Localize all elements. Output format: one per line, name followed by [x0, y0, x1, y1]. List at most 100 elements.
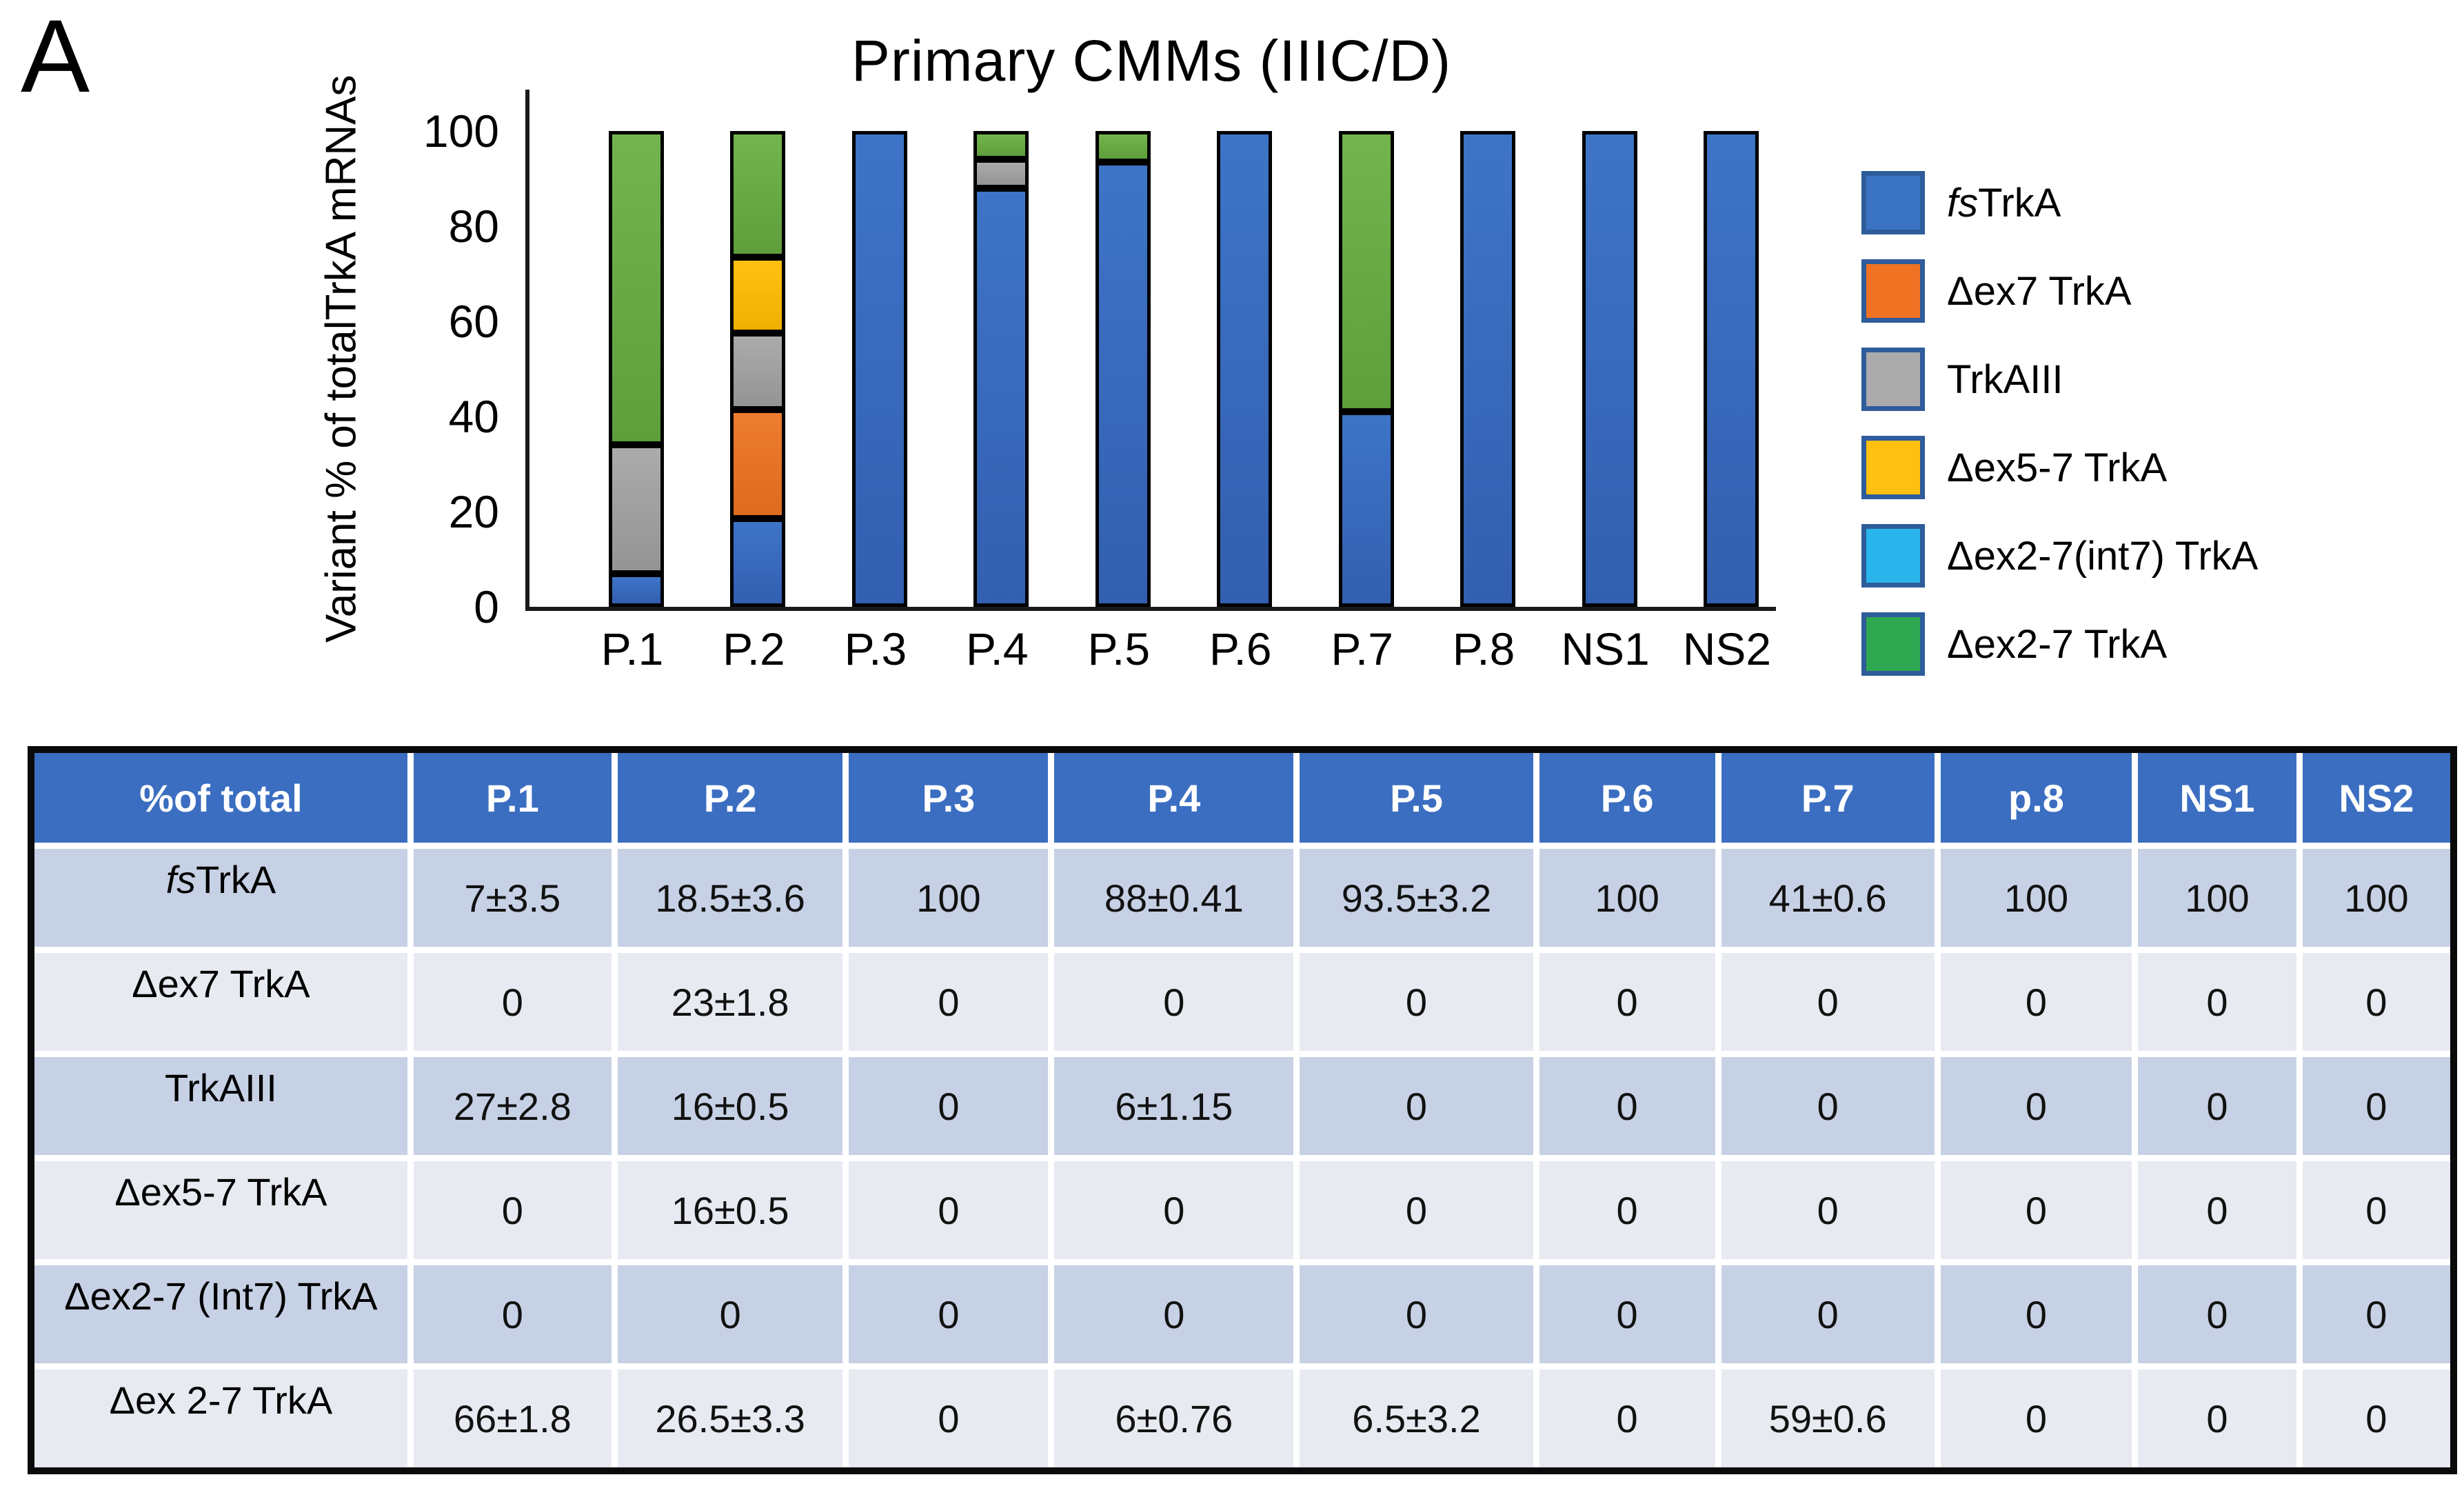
table-cell: 0 [1721, 953, 1935, 1051]
bar-segment-fsTrkA [730, 519, 786, 607]
table-cell: 6.5±3.2 [1300, 1369, 1533, 1467]
table-cell: 0 [413, 953, 612, 1051]
x-axis-labels: P.1 P.2 P.3 P.4 P.5 P.6 P.7 P.8 NS1 NS2 [600, 623, 1771, 675]
table-cell: 66±1.8 [413, 1369, 612, 1467]
bar-segment--ex2-7-TrkA [1338, 131, 1394, 412]
plot-area [525, 90, 1776, 611]
table-cell: 0 [2302, 1057, 2450, 1155]
x-tick-label: P.1 [600, 623, 664, 674]
table-cell: 100 [2138, 849, 2296, 947]
table-cell: 0 [1539, 953, 1715, 1051]
table-cell: 0 [2138, 1057, 2296, 1155]
table-cell: 16±0.5 [617, 1161, 843, 1259]
table-header-cell: P.2 [617, 753, 843, 843]
table-cell: 0 [413, 1265, 612, 1363]
table-cell: 0 [849, 1265, 1049, 1363]
table-cell: 0 [2138, 1265, 2296, 1363]
table-cell: 0 [1940, 1161, 2132, 1259]
stacked-bar-P.7 [1338, 131, 1394, 607]
table-cell: 0 [1940, 1057, 2132, 1155]
table-header-cell: P.7 [1721, 753, 1935, 843]
bar-segment-fsTrkA [1095, 161, 1151, 607]
bar-segment-fsTrkA [1460, 131, 1516, 607]
y-tick-label: 20 [448, 486, 499, 537]
table-cell: 16±0.5 [617, 1057, 843, 1155]
table-row-label-text: Δex 2-7 TrkA [109, 1378, 333, 1422]
table-cell: 0 [1300, 1057, 1533, 1155]
table-cell: 0 [1539, 1265, 1715, 1363]
table-cell: 59±0.6 [1721, 1369, 1935, 1467]
table-cell: 0 [1721, 1057, 1935, 1155]
bar-segment-fsTrkA [973, 188, 1029, 607]
table-row-label-text: Δex2-7 (Int7) TrkA [64, 1274, 378, 1318]
x-tick-label: P.8 [1452, 623, 1515, 674]
table-row-label: Δex 2-7 TrkA [34, 1369, 407, 1467]
table-cell: 0 [849, 1369, 1049, 1467]
table-cell: 0 [1300, 1265, 1533, 1363]
table-cell: 0 [2302, 953, 2450, 1051]
x-tick-label: P.3 [844, 623, 907, 674]
table-cell: 0 [1539, 1369, 1715, 1467]
table-row-label: Δex2-7 (Int7) TrkA [34, 1265, 407, 1363]
data-table: %of total P.1 P.2 P.3 P.4 P.5 P.6 P.7 p.8 NS1 NS2 f… [28, 746, 2457, 1474]
table-cell: 0 [1300, 953, 1533, 1051]
bar-segment--ex2-7-TrkA [609, 131, 664, 445]
legend-item: Δex7 TrkA [1861, 259, 2258, 323]
legend-swatch [1861, 436, 1925, 499]
stacked-bar-P.2 [730, 131, 786, 607]
stacked-bar-P.4 [973, 131, 1029, 607]
table-cell: 0 [849, 1057, 1049, 1155]
x-tick-label: P.4 [966, 623, 1029, 674]
bar-group [609, 131, 1759, 607]
table-cell: 26.5±3.3 [617, 1369, 843, 1467]
table-cell: 100 [1539, 849, 1715, 947]
x-tick-label: P.5 [1087, 623, 1151, 674]
table-row-label: Δex5-7 TrkA [34, 1161, 407, 1259]
table-row-label-text: Δex5-7 TrkA [114, 1170, 327, 1214]
table-row-label: TrkAIII [34, 1057, 407, 1155]
table-header-cell: NS2 [2302, 753, 2450, 843]
y-tick-label: 0 [474, 581, 499, 632]
table-cell: 0 [617, 1265, 843, 1363]
legend-item-label: Δex5-7 TrkA [1947, 445, 2168, 490]
table-cell: 100 [2302, 849, 2450, 947]
table-cell: 0 [413, 1161, 612, 1259]
table-cell: 27±2.8 [413, 1057, 612, 1155]
table-header-cell: P.5 [1300, 753, 1533, 843]
x-tick-label: P.7 [1331, 623, 1393, 674]
table-header-cell: P.1 [413, 753, 612, 843]
bar-segment-fsTrkA [1582, 131, 1637, 607]
table-cell: 0 [1054, 1265, 1294, 1363]
panel-label: A [21, 0, 90, 114]
table-cell: 6±0.76 [1054, 1369, 1294, 1467]
legend-item: TrkAIII [1861, 348, 2258, 411]
table-cell: 0 [1721, 1161, 1935, 1259]
legend-item: Δex5-7 TrkA [1861, 436, 2258, 499]
table-cell: 88±0.41 [1054, 849, 1294, 947]
table-header-cell: NS1 [2138, 753, 2296, 843]
bar-segment-TrkAIII [609, 445, 664, 574]
legend-swatch [1861, 612, 1925, 676]
bar-segment-TrkAIII [973, 159, 1029, 188]
table-row-label-text: TrkAIII [165, 1066, 277, 1110]
table-cell: 18.5±3.6 [617, 849, 843, 947]
legend-item: fsTrkA [1861, 171, 2258, 234]
bar-segment--ex2-7-TrkA [973, 131, 1029, 160]
stacked-bar-P.3 [851, 131, 907, 607]
table-cell: 100 [849, 849, 1049, 947]
table-cell: 0 [1940, 953, 2132, 1051]
table-cell: 0 [1300, 1161, 1533, 1259]
table-cell: 100 [1940, 849, 2132, 947]
legend-swatch [1861, 524, 1925, 588]
stacked-bar-P.5 [1095, 131, 1151, 607]
table-cell: 0 [1539, 1057, 1715, 1155]
x-tick-label: P.2 [723, 623, 785, 674]
bar-segment-fsTrkA [851, 131, 907, 607]
table-header-cell: p.8 [1940, 753, 2132, 843]
y-tick-label: 40 [448, 391, 499, 442]
table-header-corner: %of total [34, 753, 407, 843]
table-cell: 0 [2302, 1369, 2450, 1467]
table-cell: 23±1.8 [617, 953, 843, 1051]
y-tick-label: 100 [423, 106, 499, 157]
